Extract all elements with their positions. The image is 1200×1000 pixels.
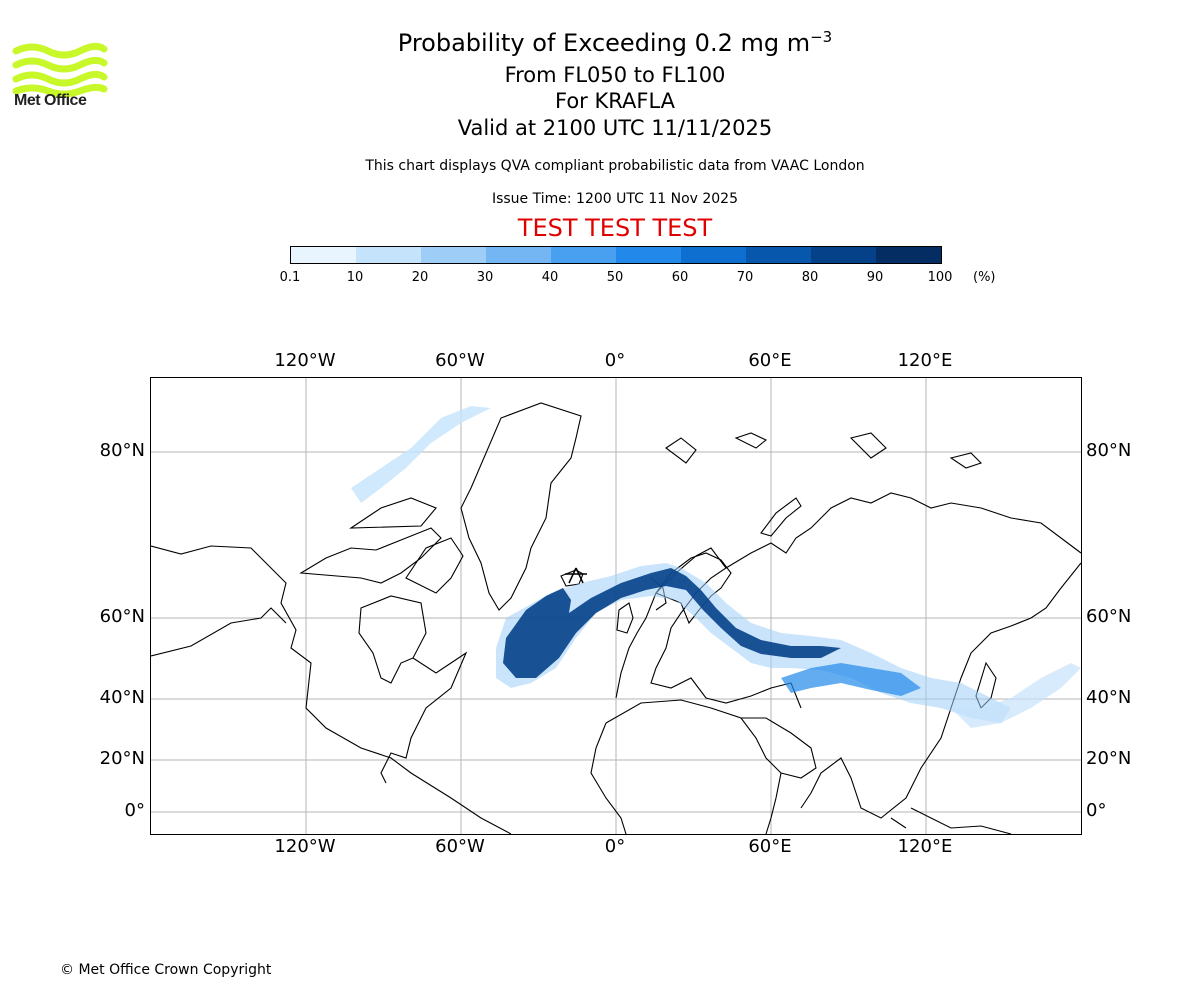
longitude-label: 60°E (748, 836, 792, 857)
copyright-notice: © Met Office Crown Copyright (60, 962, 272, 978)
disclaimer-text: This chart displays QVA compliant probab… (365, 158, 865, 174)
met-office-logo-icon (12, 42, 108, 98)
plume-pacific-wisps (951, 663, 1081, 728)
latitude-label-left: 0° (124, 800, 145, 821)
novaya-zemlya (760, 497, 802, 537)
colorbar-tick-label: 70 (736, 270, 754, 285)
colorbar-band (421, 247, 486, 263)
latitude-label-left: 60°N (99, 606, 145, 627)
chart-title: Probability of Exceeding 0.2 mg m−3 (397, 28, 833, 57)
colorbar-band (811, 247, 876, 263)
svalbard (665, 437, 697, 464)
longitude-label: 0° (604, 836, 626, 857)
longitude-label: 60°W (435, 836, 485, 857)
north-america-coastline (151, 545, 512, 834)
baffin-island (405, 537, 464, 594)
new-siberian-islands (949, 452, 983, 469)
franz-josef-land (734, 432, 768, 449)
africa-coastline (590, 699, 782, 834)
volcano-name: For KRAFLA (555, 89, 675, 113)
colorbar-band (616, 247, 681, 263)
longitude-label: 60°W (435, 350, 485, 371)
latitude-label-right: 80°N (1086, 440, 1132, 461)
asia-arctic-coastline (725, 492, 1081, 569)
logo-text: Met Office (14, 92, 87, 109)
plume-high-band (503, 568, 841, 678)
latitude-label-right: 0° (1086, 800, 1107, 821)
asia-east-coast (800, 562, 1081, 819)
latitude-label-left: 80°N (99, 440, 145, 461)
latitude-label-right: 60°N (1086, 606, 1132, 627)
colorbar-band (291, 247, 356, 263)
longitude-label: 120°W (274, 350, 336, 371)
colorbar-tick-label: 30 (476, 270, 494, 285)
latitude-label-right: 20°N (1086, 748, 1132, 769)
colorbar-band (746, 247, 811, 263)
colorbar-tick-label: 90 (866, 270, 884, 285)
colorbar-tick-label: 100 (927, 270, 953, 285)
greenland-coastline (460, 402, 582, 611)
us-east-coast (380, 651, 468, 784)
colorbar-band (356, 247, 421, 263)
valid-time: Valid at 2100 UTC 11/11/2025 (457, 116, 773, 140)
longitude-label: 120°E (897, 836, 953, 857)
colorbar-tick-label: 60 (671, 270, 689, 285)
krafla-volcano-marker-icon (565, 567, 587, 584)
colorbar-tick-label: 0.1 (279, 270, 301, 285)
latitude-label-right: 40°N (1086, 687, 1132, 708)
colorbar-unit: (%) (973, 270, 996, 285)
colorbar-band (681, 247, 746, 263)
colorbar-tick-label: 20 (411, 270, 429, 285)
ash-probability-map (150, 377, 1082, 835)
colorbar-tick-label: 50 (606, 270, 624, 285)
severnaya-zemlya (849, 432, 887, 459)
colorbar-tick-label: 40 (541, 270, 559, 285)
longitude-label: 120°W (274, 836, 336, 857)
coastlines (151, 402, 1081, 834)
british-isles (616, 602, 634, 634)
colorbar-band (486, 247, 551, 263)
issue-time: Issue Time: 1200 UTC 11 Nov 2025 (491, 191, 739, 207)
flight-level-range: From FL050 to FL100 (504, 63, 726, 87)
hudson-bay (358, 595, 427, 684)
canada-arctic-islands (299, 497, 442, 584)
longitude-label: 60°E (748, 350, 792, 371)
colorbar-tick-label: 80 (801, 270, 819, 285)
probability-colorbar (290, 246, 942, 264)
longitude-label: 0° (604, 350, 626, 371)
colorbar-band (551, 247, 616, 263)
latitude-label-left: 20°N (99, 748, 145, 769)
plume-asia-fringe (781, 663, 921, 696)
scandinavia (655, 552, 732, 625)
longitude-label: 120°E (897, 350, 953, 371)
test-banner: TEST TEST TEST (517, 214, 713, 242)
colorbar-band (876, 247, 941, 263)
latitude-label-left: 40°N (99, 687, 145, 708)
plume-arctic-wisps (351, 406, 491, 503)
colorbar-tick-label: 10 (346, 270, 364, 285)
southeast-asia-islands (890, 807, 1012, 834)
ash-probability-plume (351, 406, 1081, 728)
arabia-coastline (741, 717, 817, 779)
